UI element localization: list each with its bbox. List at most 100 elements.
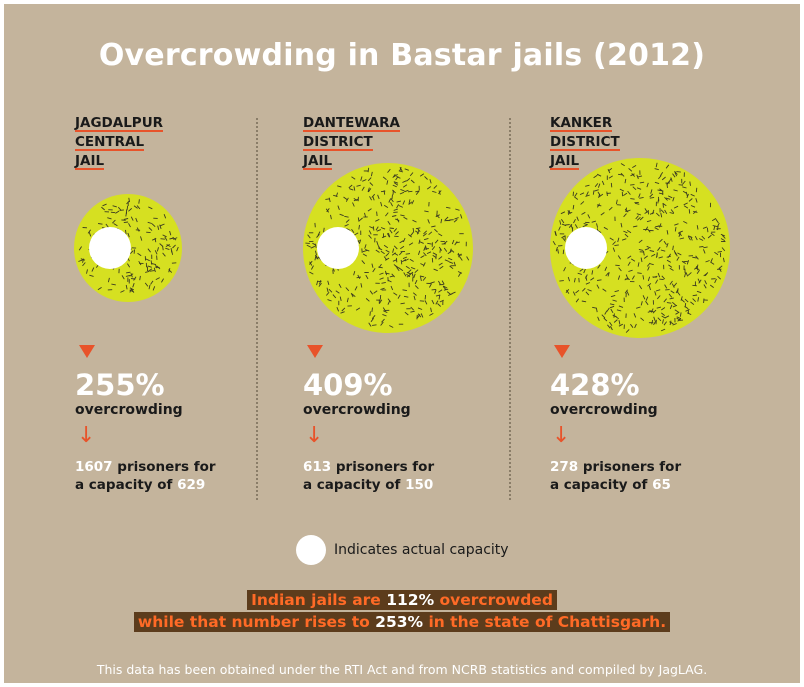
jail-name-line: JAIL	[303, 153, 333, 170]
bubble-speck	[648, 285, 651, 291]
bubble-speck	[678, 232, 682, 236]
bubble-speck	[579, 192, 585, 196]
bubble-speck	[649, 193, 654, 198]
bubble-speck	[399, 240, 404, 244]
bubble-speck	[624, 289, 628, 294]
bubble-speck	[378, 263, 382, 268]
bubble-speck	[644, 247, 650, 251]
bubble-speck	[396, 204, 399, 209]
bubble-speck	[383, 256, 388, 261]
capacity-of-text: a capacity of	[75, 477, 173, 493]
bubble-speck	[129, 288, 133, 293]
bubble-speck	[132, 282, 135, 288]
bubble-speck	[333, 194, 338, 197]
bubble-speck	[679, 312, 682, 317]
jail-name-line: DANTEWARA	[303, 115, 400, 132]
bubble-speck	[650, 308, 654, 313]
bubble-speck	[581, 211, 586, 215]
bubble-speck	[438, 262, 443, 266]
bubble-speck	[391, 215, 397, 217]
bubble-speck	[608, 175, 613, 179]
bubble-speck	[645, 296, 649, 301]
down-triangle-icon	[554, 345, 570, 358]
bubble-speck	[649, 212, 655, 215]
bubble-speck	[430, 307, 432, 313]
bubble-speck	[384, 270, 388, 276]
bubble-speck	[581, 287, 586, 292]
bubble-speck	[673, 189, 678, 192]
bubble-speck	[722, 257, 725, 263]
bubble-speck	[655, 279, 659, 284]
bubble-speck	[326, 208, 330, 213]
bubble-speck	[314, 250, 317, 256]
bubble-speck	[367, 177, 372, 182]
bubble-speck	[596, 284, 600, 289]
bubble-speck	[404, 311, 409, 316]
bubble-speck	[597, 316, 600, 321]
bubble-speck	[637, 272, 642, 274]
bubble-speck	[669, 280, 673, 285]
bubble-speck	[617, 255, 621, 260]
bubble-speck	[624, 208, 629, 213]
bubble-speck	[138, 260, 142, 266]
bubble-speck	[633, 313, 637, 318]
bubble-speck	[612, 241, 616, 246]
bubble-speck	[364, 244, 367, 249]
bubble-speck	[367, 167, 370, 173]
bubble-speck	[672, 196, 675, 202]
bubble-speck	[631, 275, 635, 280]
bubble-speck	[396, 218, 400, 223]
bubble-speck	[371, 263, 374, 268]
bubble-speck	[680, 296, 683, 301]
bubble-speck	[585, 184, 590, 187]
bubble-speck	[612, 314, 617, 318]
bubble-speck	[414, 279, 418, 285]
bubble-speck	[674, 309, 679, 313]
bubble-speck	[351, 176, 356, 180]
bubble-speck	[665, 164, 670, 169]
bubble-speck	[646, 182, 649, 188]
bubble-speck	[566, 289, 570, 294]
prisoner-stats: 1607 prisoners for a capacity of 629	[75, 458, 216, 494]
bubble-speck	[399, 167, 402, 172]
bubble-speck	[438, 289, 443, 293]
bubble-speck	[163, 214, 167, 219]
bubble-speck	[630, 258, 636, 262]
jail-column-jagdalpur: JAGDALPUR CENTRAL JAIL 255% overcrowding…	[74, 0, 275, 520]
bubble-speck	[560, 211, 566, 215]
highlight-number: 253%	[375, 613, 424, 631]
bubble-speck	[420, 313, 424, 318]
bubble-speck	[419, 241, 424, 244]
bubble-speck	[128, 223, 131, 228]
bubble-speck	[172, 244, 176, 249]
bubble-speck	[687, 272, 692, 276]
bubble-speck	[660, 209, 665, 214]
bubble-speck	[345, 197, 349, 202]
bubble-speck	[618, 323, 624, 327]
bubble-speck	[706, 227, 709, 233]
bubble-speck	[119, 209, 124, 211]
bubble-speck	[439, 265, 444, 270]
bubble-speck	[438, 280, 441, 286]
bubble-speck	[457, 271, 463, 274]
bubble-speck	[402, 184, 408, 188]
highlight-text: in the state of Chattisgarh.	[423, 613, 667, 631]
bubble-speck	[646, 220, 652, 223]
bubble-speck	[678, 184, 684, 186]
bubble-speck	[721, 234, 726, 239]
bubble-speck	[423, 237, 429, 241]
bubble-speck	[399, 167, 403, 172]
bubble-speck	[325, 208, 330, 213]
bubble-speck	[412, 219, 417, 223]
bubble-speck	[125, 284, 128, 290]
bubble-speck	[692, 294, 698, 297]
source-footer: This data has been obtained under the RT…	[96, 662, 708, 677]
bubble-speck	[369, 311, 371, 316]
bubble-speck	[414, 269, 419, 274]
bubble-speck	[614, 244, 619, 247]
bubble-speck	[107, 277, 110, 283]
bubble-speck	[370, 317, 374, 323]
bubble-speck	[585, 282, 591, 285]
bubble-speck	[162, 245, 164, 251]
bubble-speck	[580, 201, 585, 205]
